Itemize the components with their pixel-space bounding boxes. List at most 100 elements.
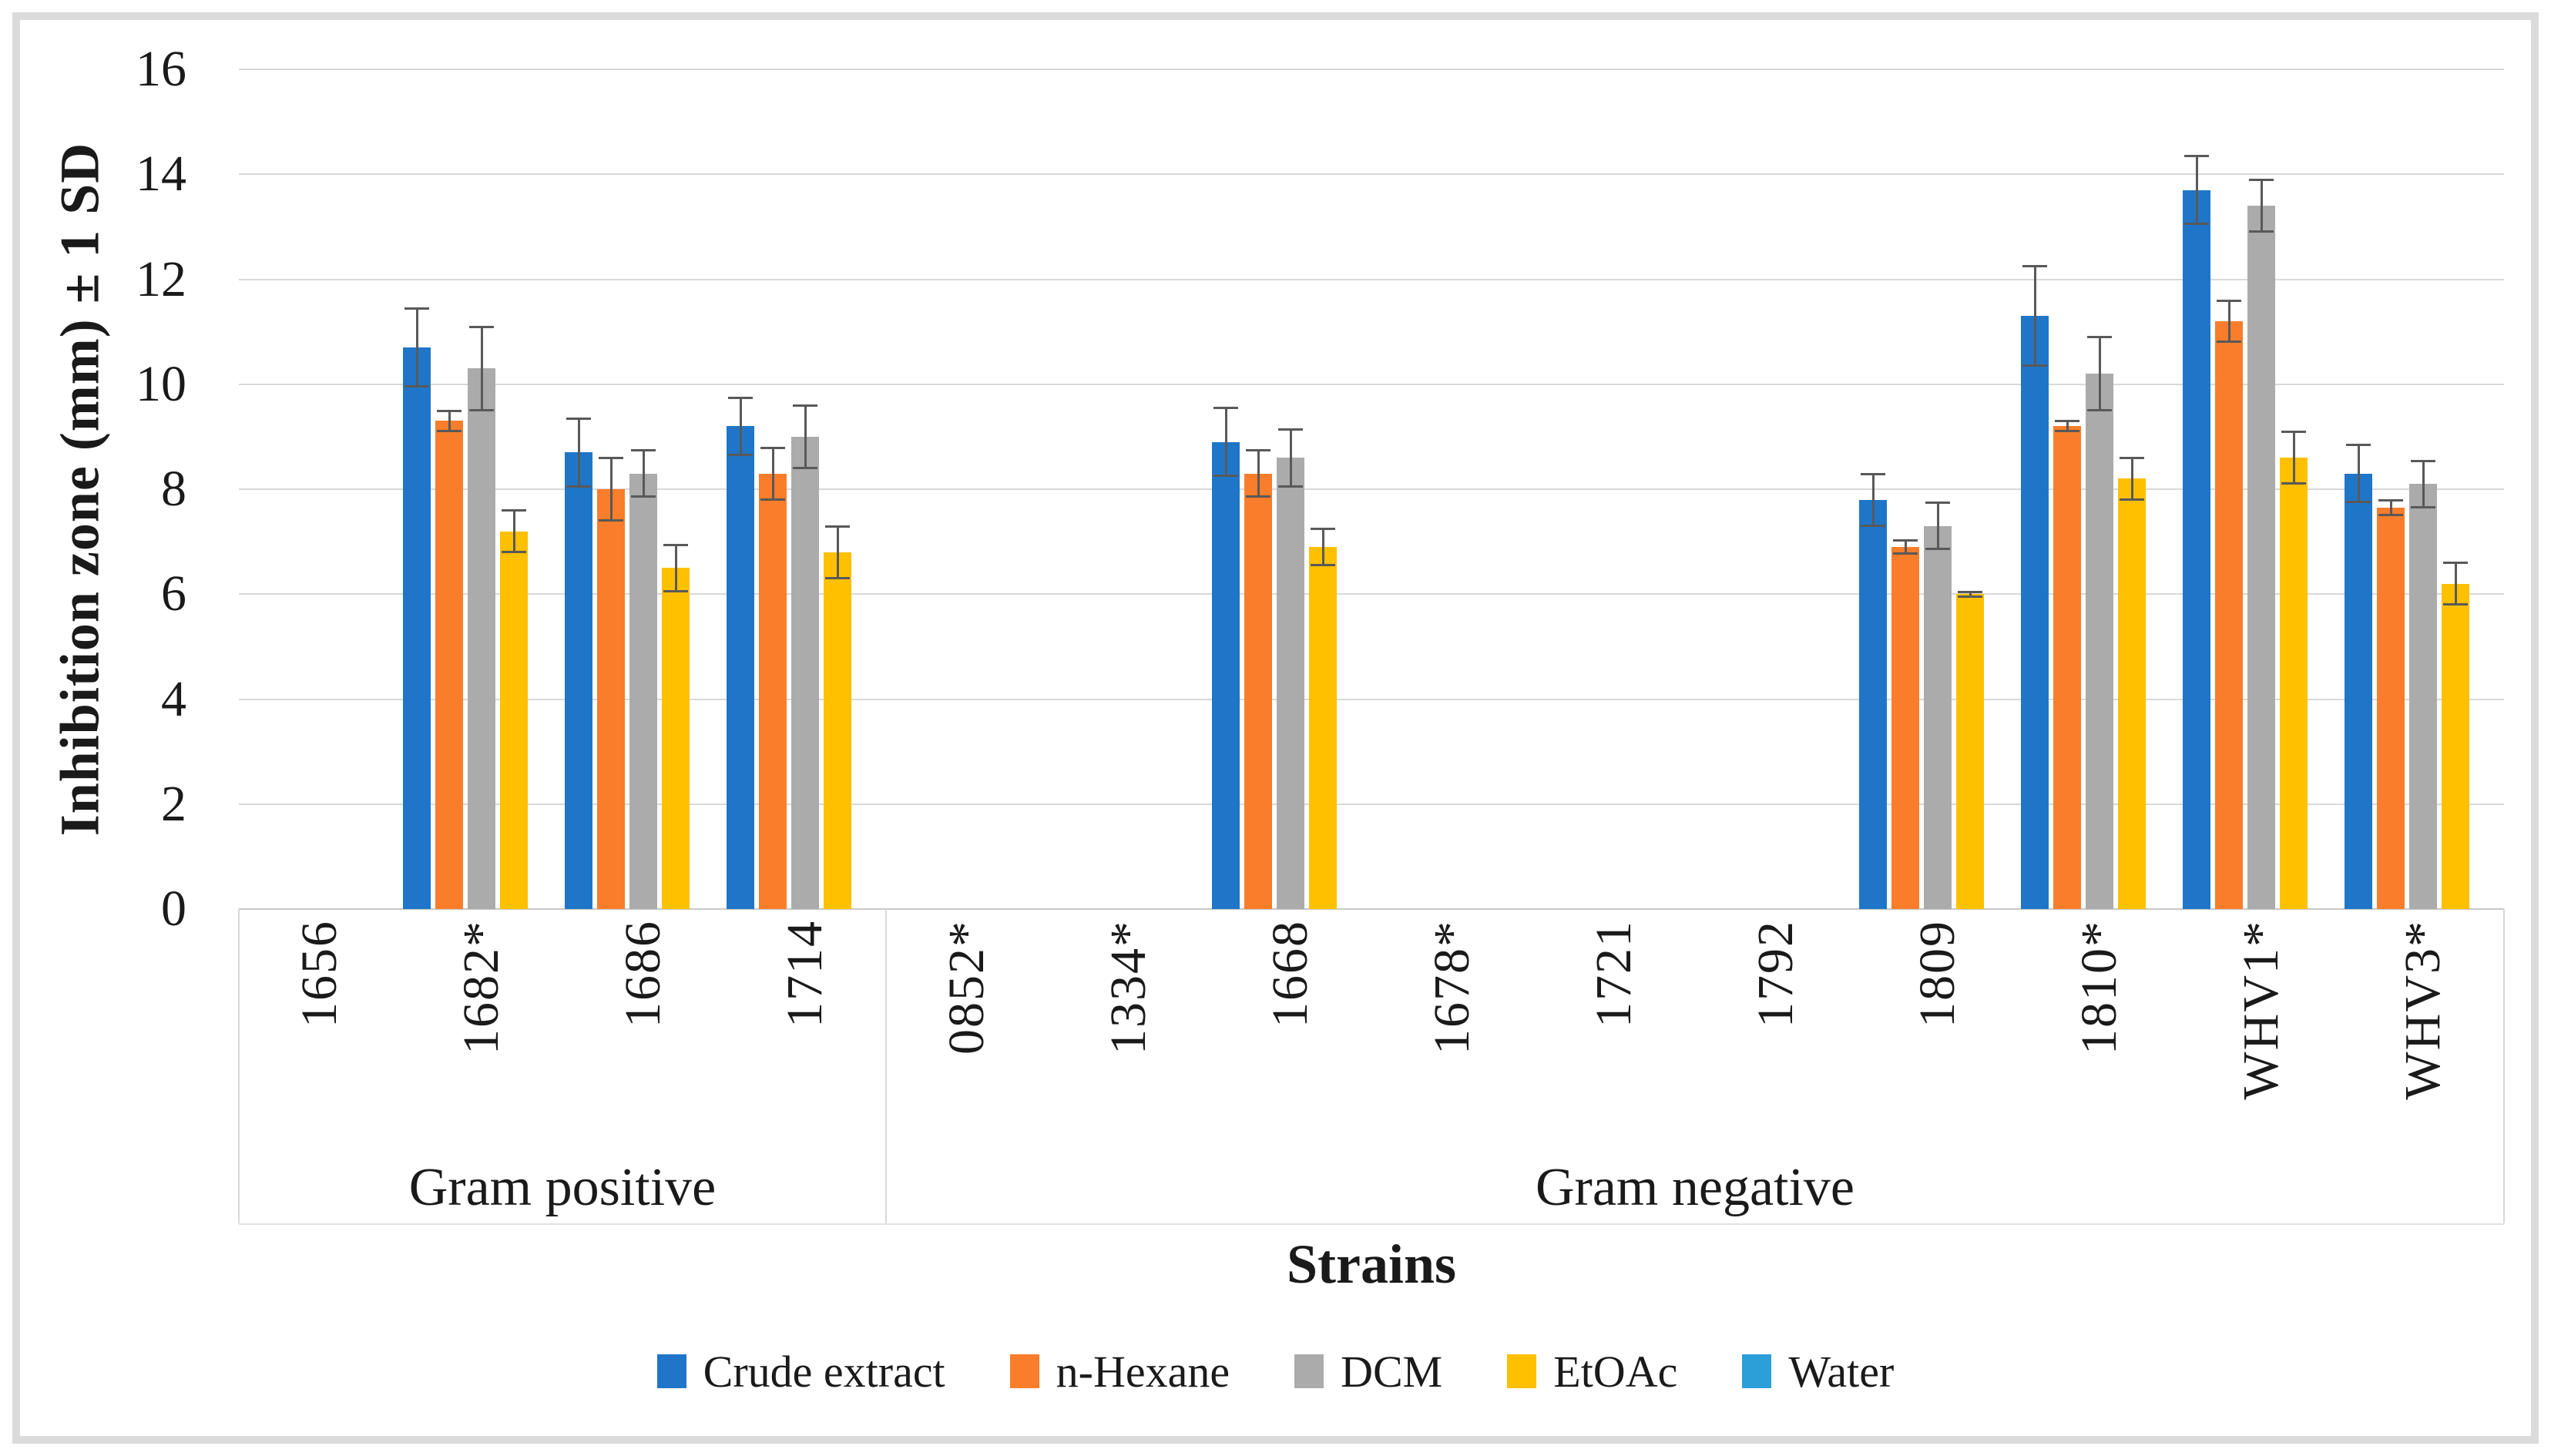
error-bar-cap-bottom (631, 495, 656, 498)
error-bar-cap-top (2281, 431, 2306, 434)
bar-n-hexane-1682star (435, 421, 463, 909)
legend-item-water: Water (1742, 1346, 1894, 1397)
error-bar (2066, 421, 2069, 432)
legend-swatch-icon (1507, 1354, 1537, 1388)
error-bar (836, 525, 839, 579)
error-bar (2130, 458, 2133, 500)
error-bar-cap-bottom (2184, 222, 2209, 225)
error-bar-cap-bottom (1213, 474, 1238, 477)
error-bar (2195, 156, 2198, 224)
error-bar (674, 544, 677, 592)
error-bar (2227, 300, 2230, 343)
bar-etoac-1686 (662, 568, 690, 909)
legend-swatch-icon (1294, 1354, 1324, 1388)
bar-dcm-1809 (1924, 525, 1952, 909)
legend-item-n-hexane: n-Hexane (1009, 1346, 1230, 1397)
error-bar-cap-bottom (2281, 482, 2306, 485)
error-bar (609, 458, 613, 521)
y-tick-label: 6 (161, 565, 186, 622)
legend-label: EtOAc (1553, 1346, 1678, 1397)
error-bar-cap-bottom (566, 485, 591, 488)
category-separator (2503, 909, 2505, 1223)
x-tick-label-text: 1792 (1747, 920, 1804, 1028)
x-tick-label-text: 1714 (777, 920, 833, 1028)
bar-crude-extract-WHV3star (2345, 473, 2372, 909)
bar-n-hexane-WHV1star (2215, 321, 2243, 909)
y-tick-label: 8 (161, 461, 186, 517)
legend-item-etoac: EtOAc (1507, 1346, 1677, 1397)
legend: Crude extract n-Hexane DCM EtOAc Water (0, 1342, 2551, 1401)
error-bar (2454, 562, 2457, 605)
legend-label: Water (1788, 1346, 1895, 1397)
bar-crude-extract-1668 (1212, 441, 1240, 909)
bar-n-hexane-1668 (1244, 473, 1272, 909)
error-bar-cap-top (404, 307, 429, 310)
y-tick-label: 0 (161, 881, 186, 937)
error-bar (1904, 540, 1907, 554)
x-tick-label-text: 1721 (1586, 920, 1642, 1028)
legend-swatch-icon (656, 1354, 686, 1388)
y-axis-title: Inhibition zone (mm) ± 1 SD (49, 142, 111, 837)
gridline (239, 278, 2504, 280)
gridline (239, 69, 2504, 70)
error-bar-cap-top (1925, 502, 1950, 505)
x-tick-label-text: 1686 (615, 920, 671, 1028)
error-bar-cap-bottom (663, 589, 688, 592)
error-bar (577, 418, 580, 487)
bar-dcm-1686 (629, 473, 657, 909)
bar-n-hexane-1714 (759, 473, 787, 909)
y-tick-label: 10 (136, 355, 186, 412)
error-bar-cap-bottom (2087, 408, 2112, 411)
error-bar (1969, 591, 1972, 597)
error-bar-cap-bottom (2022, 364, 2047, 367)
error-bar (2098, 337, 2101, 411)
error-bar-cap-bottom (2346, 501, 2371, 504)
error-bar-cap-bottom (1958, 595, 1982, 598)
legend-label: DCM (1341, 1346, 1443, 1397)
y-tick-label: 2 (161, 775, 186, 832)
x-tick-label-text: 0852* (938, 920, 995, 1055)
error-bar-cap-bottom (437, 430, 462, 433)
error-bar-cap-top (2217, 299, 2241, 302)
bar-etoac-1682star (500, 531, 528, 909)
error-bar-cap-bottom (2411, 505, 2435, 508)
error-bar-cap-top (2022, 265, 2047, 268)
error-bar-cap-bottom (2249, 230, 2274, 233)
bar-etoac-1714 (824, 552, 851, 909)
error-bar-cap-top (599, 457, 623, 460)
error-bar-cap-top (1213, 407, 1238, 410)
bar-crude-extract-1810star (2021, 316, 2049, 909)
y-tick-label: 12 (136, 250, 186, 307)
error-bar (2033, 266, 2036, 366)
x-tick-label-text: 1682* (453, 920, 509, 1055)
legend-label: Crude extract (703, 1346, 945, 1397)
error-bar (1257, 449, 1260, 498)
gridline (239, 383, 2504, 385)
error-bar-cap-top (2055, 420, 2079, 423)
error-bar (642, 449, 645, 498)
bar-crude-extract-1686 (565, 452, 592, 909)
gridline (239, 698, 2504, 700)
x-axis-line (239, 908, 2504, 910)
x-tick-label-text: WHV1* (2233, 920, 2289, 1100)
bar-n-hexane-1809 (1891, 546, 1919, 909)
error-bar-cap-top (2249, 179, 2274, 182)
error-bar-cap-top (1246, 448, 1270, 451)
group-label-gram-negative: Gram negative (1536, 1158, 1855, 1217)
gridline (239, 803, 2504, 805)
x-tick-label-text: 1809 (1909, 920, 1965, 1028)
bar-etoac-WHV1star (2280, 458, 2308, 909)
error-bar-cap-top (2346, 444, 2371, 447)
gridline (239, 173, 2504, 176)
error-bar (1321, 528, 1324, 565)
error-bar (2292, 431, 2295, 485)
error-bar-cap-top (2378, 498, 2403, 502)
error-bar-cap-bottom (760, 498, 785, 501)
error-bar-cap-top (1958, 590, 1982, 593)
gridline (239, 593, 2504, 595)
error-bar (1289, 428, 1292, 487)
x-tick-label-text: 1656 (291, 920, 347, 1028)
legend-label: n-Hexane (1056, 1346, 1230, 1397)
error-bar-cap-bottom (404, 385, 429, 388)
